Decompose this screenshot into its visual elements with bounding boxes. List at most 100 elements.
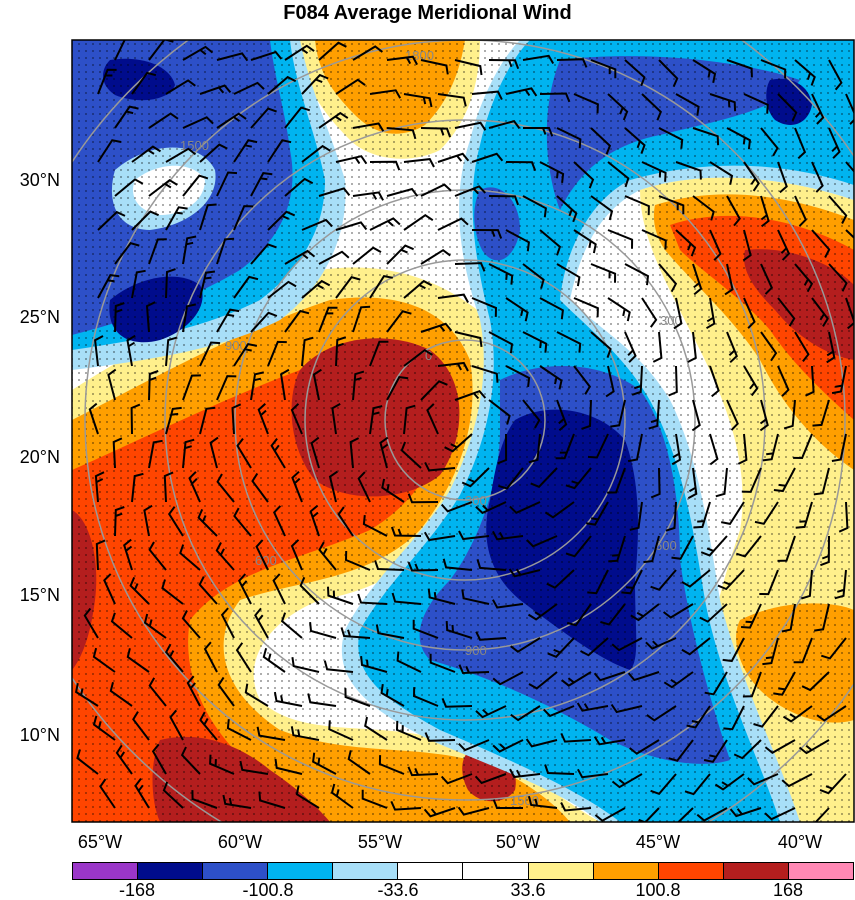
wind-barb bbox=[471, 297, 498, 317]
wind-barb bbox=[621, 569, 643, 595]
wind-barb bbox=[169, 709, 184, 741]
wind-barb bbox=[658, 195, 685, 215]
wind-barb bbox=[386, 376, 409, 401]
wind-barb bbox=[530, 467, 558, 488]
wind-barb bbox=[357, 471, 371, 503]
wind-barb bbox=[594, 807, 626, 822]
wind-barb bbox=[580, 637, 609, 657]
wind-barb bbox=[781, 603, 796, 633]
colorbar-label: -33.6 bbox=[377, 880, 419, 900]
wind-barb bbox=[705, 297, 716, 330]
wind-barb bbox=[801, 671, 830, 692]
wind-barb bbox=[593, 671, 626, 682]
wind-barb bbox=[777, 535, 796, 562]
wind-barb bbox=[444, 433, 473, 453]
wind-barb bbox=[165, 206, 188, 231]
wind-barb bbox=[335, 78, 366, 95]
wind-barb bbox=[488, 331, 514, 354]
wind-barb bbox=[327, 586, 354, 605]
wind-barb bbox=[747, 773, 779, 786]
wind-barb bbox=[671, 535, 694, 560]
wind-barb bbox=[539, 161, 565, 184]
wind-barbs bbox=[74, 40, 854, 822]
wind-barb bbox=[743, 161, 760, 192]
wind-barb bbox=[726, 399, 739, 431]
colorbar-swatch bbox=[463, 863, 529, 879]
wind-barb bbox=[528, 671, 558, 690]
wind-barb bbox=[505, 161, 537, 172]
wind-barb bbox=[498, 467, 524, 490]
wind-barb bbox=[492, 530, 524, 541]
wind-barb bbox=[527, 603, 558, 621]
wind-barb bbox=[344, 550, 371, 571]
wind-barb bbox=[724, 263, 734, 296]
wind-barb bbox=[92, 715, 116, 741]
wind-barb bbox=[505, 87, 538, 97]
wind-barb bbox=[556, 263, 581, 287]
longitude-label: 55°W bbox=[357, 832, 403, 852]
wind-barb bbox=[412, 619, 439, 639]
wind-barb bbox=[556, 127, 582, 149]
colorbar-swatch bbox=[528, 863, 594, 879]
wind-barb bbox=[199, 270, 216, 299]
wind-barb bbox=[542, 705, 575, 718]
wind-barb bbox=[742, 671, 762, 698]
wind-barb bbox=[610, 703, 643, 714]
wind-barb bbox=[586, 501, 609, 526]
wind-barb bbox=[546, 569, 575, 589]
wind-barb bbox=[126, 648, 150, 673]
wind-barb bbox=[244, 683, 269, 707]
wind-barb bbox=[335, 221, 368, 231]
wind-barb bbox=[437, 93, 467, 107]
wind-barb bbox=[658, 127, 684, 149]
wind-barb bbox=[437, 361, 469, 372]
wind-barb bbox=[217, 676, 235, 707]
wind-barb bbox=[420, 248, 451, 265]
wind-barb bbox=[522, 399, 541, 429]
wind-barb bbox=[310, 436, 320, 469]
wind-barb bbox=[165, 406, 182, 435]
wind-barb bbox=[233, 139, 258, 163]
wind-barb bbox=[662, 603, 694, 619]
wind-barb bbox=[565, 535, 592, 558]
colorbar-swatch bbox=[73, 863, 139, 879]
wind-barb bbox=[509, 501, 541, 514]
wind-barb bbox=[357, 593, 388, 605]
wind-barb bbox=[811, 161, 824, 193]
wind-barb bbox=[627, 433, 643, 463]
wind-barb bbox=[522, 263, 545, 289]
longitude-label: 40°W bbox=[777, 832, 823, 852]
wind-barb bbox=[123, 538, 133, 571]
wind-barb bbox=[733, 739, 762, 760]
wind-barb bbox=[148, 40, 174, 61]
wind-barb bbox=[539, 297, 564, 320]
wind-barb bbox=[76, 749, 99, 775]
wind-barb bbox=[547, 637, 575, 658]
wind-barb bbox=[203, 641, 218, 673]
wind-barb bbox=[386, 244, 414, 265]
wind-barb bbox=[379, 436, 389, 469]
wind-barb bbox=[233, 81, 265, 95]
wind-barb bbox=[641, 297, 658, 328]
wind-barb bbox=[167, 506, 184, 537]
wind-barb bbox=[665, 501, 677, 532]
wind-barb bbox=[254, 607, 269, 639]
wind-barb bbox=[522, 195, 547, 218]
wind-barb bbox=[777, 297, 796, 327]
wind-barb bbox=[95, 539, 106, 571]
wind-barb bbox=[454, 121, 487, 131]
contour-label: 300 bbox=[465, 493, 487, 508]
wind-barb bbox=[686, 705, 711, 729]
wind-barb bbox=[522, 54, 555, 65]
wind-barb bbox=[250, 243, 277, 265]
wind-barb bbox=[344, 688, 371, 707]
wind-barb bbox=[813, 467, 830, 496]
wind-barb bbox=[741, 467, 762, 493]
wind-barb bbox=[488, 399, 511, 425]
colorbar-swatch bbox=[593, 863, 659, 879]
wind-barb bbox=[838, 501, 849, 533]
wind-barb bbox=[114, 178, 144, 197]
wind-barb bbox=[352, 191, 384, 201]
wind-barb bbox=[457, 806, 490, 816]
wind-barb bbox=[328, 470, 338, 503]
